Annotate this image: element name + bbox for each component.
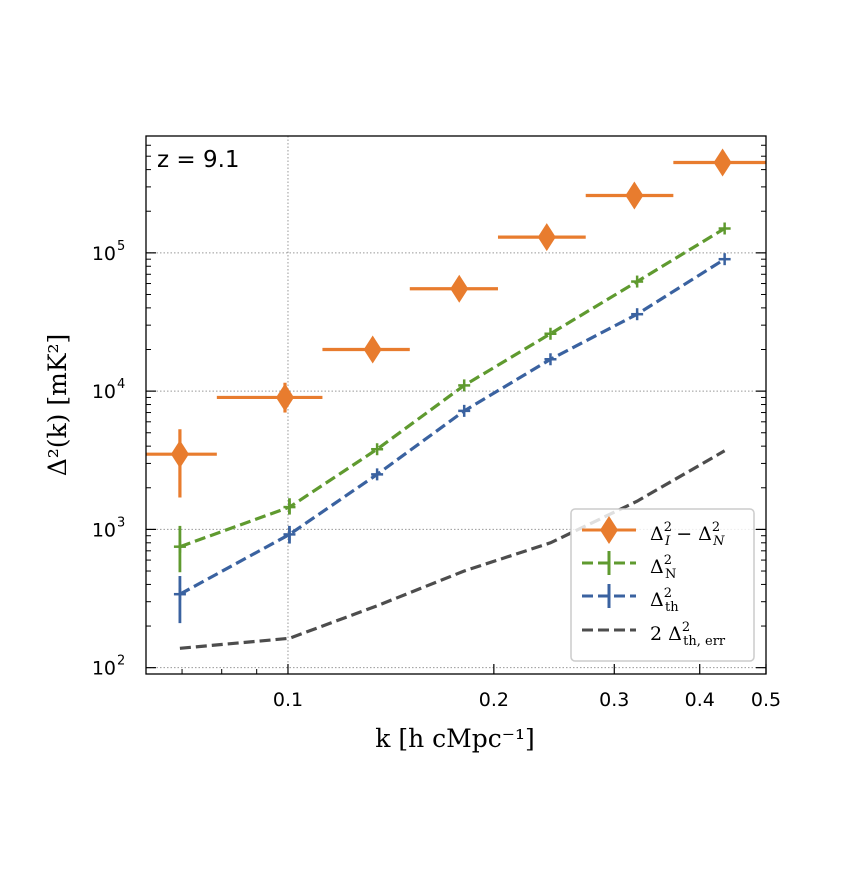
series-2 [173, 253, 731, 624]
data-point [537, 223, 556, 252]
data-point [371, 443, 384, 456]
x-tick-label: 0.1 [273, 689, 303, 711]
y-tick-label: 10 [92, 519, 116, 541]
data-point [363, 335, 382, 364]
data-point [718, 222, 731, 235]
series-layer [146, 148, 766, 650]
data-point [544, 353, 557, 366]
legend-label-thermal: Δ2 th [650, 586, 679, 615]
series-0 [146, 148, 766, 498]
data-point [275, 383, 294, 412]
data-point [173, 588, 186, 601]
legend-handle-diamond [600, 516, 618, 544]
y-tick-label: 10 [92, 658, 116, 680]
y-axis-label: Δ²(k) [mK²] [43, 334, 72, 477]
data-point [631, 275, 644, 288]
x-tick-label: 0.2 [479, 689, 509, 711]
legend-label-noise: Δ2 N [650, 553, 676, 582]
data-point [625, 181, 644, 210]
y-tick-exponent: 3 [117, 515, 125, 530]
series-1 [173, 222, 731, 573]
series-line [179, 449, 726, 650]
data-point [458, 404, 471, 417]
data-point [170, 440, 189, 469]
data-point [283, 501, 296, 514]
grid [146, 136, 766, 674]
x-tick-label: 0.5 [751, 689, 781, 711]
y-tick-exponent: 4 [117, 377, 125, 392]
data-point [631, 308, 644, 321]
legend: Δ2 I − Δ2 N Δ2 N Δ2 th 2 Δ2 th, err [570, 508, 755, 662]
y-tick-label: 10 [92, 243, 116, 265]
y-tick-label: 10 [92, 381, 116, 403]
series-3 [179, 449, 726, 650]
data-point [283, 528, 296, 541]
x-axis-label: k [h cMpc⁻¹] [375, 724, 534, 753]
legend-label-excess: Δ2 I − Δ2 N [650, 520, 725, 549]
redshift-annotation: z = 9.1 [157, 147, 240, 173]
data-point [371, 468, 384, 481]
data-point [173, 540, 186, 553]
data-point [544, 327, 557, 340]
x-tick-label: 0.3 [599, 689, 629, 711]
data-point [713, 148, 732, 177]
legend-box [570, 508, 755, 662]
data-point [718, 253, 731, 266]
legend-label-thermal-err: 2 Δ2 th, err [650, 620, 726, 649]
x-tick-label: 0.4 [685, 689, 715, 711]
y-tick-exponent: 2 [117, 654, 125, 669]
data-point [458, 379, 471, 392]
y-tick-exponent: 5 [117, 239, 125, 254]
data-point [450, 274, 469, 303]
